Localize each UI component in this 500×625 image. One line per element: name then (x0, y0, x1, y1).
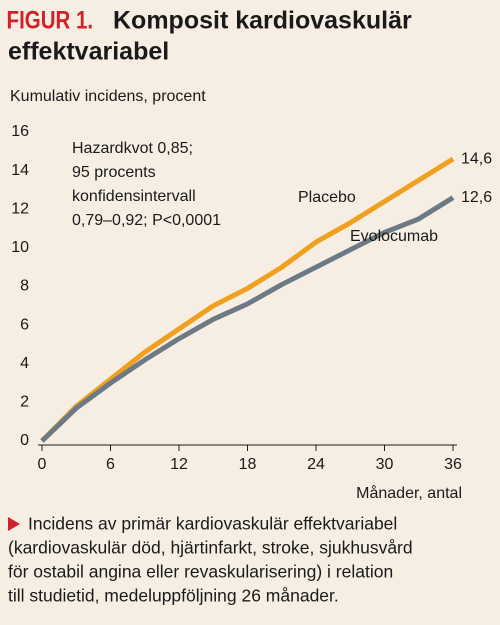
y-tick-label: 16 (11, 123, 29, 140)
y-tick-label: 10 (11, 239, 29, 256)
value-label: 12,6 (461, 189, 492, 206)
caption: (kardiovaskulär död, hjärtinfarkt, strok… (8, 538, 413, 558)
y-axis-label: Kumulativ incidens, procent (10, 88, 206, 105)
y-tick-label: 12 (11, 200, 29, 217)
x-tick-label: 24 (307, 456, 325, 473)
x-tick-label: 36 (444, 456, 462, 473)
annotation: Hazardkvot 0,85; (72, 140, 193, 157)
x-tick-label: 6 (106, 456, 115, 473)
figure-label: FIGUR 1. (7, 6, 94, 34)
series-label: Placebo (298, 189, 356, 206)
y-tick-label: 14 (11, 162, 29, 179)
x-tick-label: 12 (170, 456, 188, 473)
caption: för ostabil angina eller revaskulariseri… (8, 562, 393, 582)
caption: Incidens av primär kardiovaskulär effekt… (28, 514, 397, 534)
y-tick-label: 2 (20, 394, 29, 411)
x-tick-label: 30 (376, 456, 394, 473)
x-tick-label: 18 (239, 456, 257, 473)
annotation: 0,79–0,92; P<0,0001 (72, 212, 221, 229)
series-line (40, 156, 455, 443)
x-axis-label: Månader, antal (356, 484, 462, 502)
caption: till studietid, medeluppföljning 26 måna… (8, 586, 339, 606)
x-tick-label: 0 (38, 456, 47, 473)
annotation: konfidensintervall (72, 188, 196, 205)
chart-title: effektvariabel (8, 38, 169, 66)
value-label: 14,6 (461, 150, 492, 167)
y-tick-label: 4 (20, 355, 29, 372)
series-line (40, 195, 455, 443)
y-tick-label: 0 (20, 432, 29, 449)
y-tick-label: 8 (20, 278, 29, 295)
chart-title: Komposit kardiovaskulär (113, 7, 412, 35)
annotation: 95 procents (72, 164, 156, 181)
caption-marker (8, 517, 20, 531)
y-tick-label: 6 (20, 316, 29, 333)
series-label: Evolocumab (350, 228, 438, 245)
